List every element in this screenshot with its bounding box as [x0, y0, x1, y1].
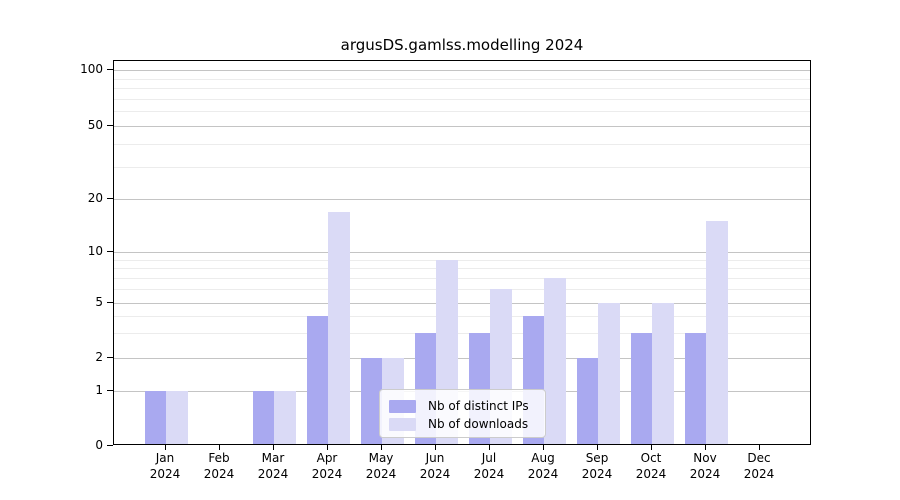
x-tick-label: Nov 2024 — [689, 451, 721, 481]
gridline-major — [114, 303, 810, 304]
y-tick-label: 0 — [95, 438, 103, 452]
legend: Nb of distinct IPs Nb of downloads — [379, 389, 546, 438]
bar-downloads-nov — [706, 221, 728, 444]
x-tick-label: Feb 2024 — [203, 451, 235, 481]
legend-label-distinct-ips: Nb of distinct IPs — [428, 399, 529, 413]
x-tick-label: Apr 2024 — [311, 451, 343, 481]
gridline-major — [114, 70, 810, 71]
gridline-minor — [114, 88, 810, 89]
x-tick-mark — [165, 445, 166, 450]
bar-distinct-ips-sep — [576, 357, 598, 444]
legend-row-downloads: Nb of downloads — [389, 415, 536, 433]
legend-swatch-distinct-ips-icon — [389, 399, 416, 413]
x-tick-mark — [327, 445, 328, 450]
x-tick-mark — [597, 445, 598, 450]
x-tick-label: Dec 2024 — [743, 451, 775, 481]
x-tick-mark — [651, 445, 652, 450]
plot-area: Nb of distinct IPs Nb of downloads — [113, 60, 811, 445]
y-tick-label: 10 — [87, 244, 103, 258]
bar-distinct-ips-mar — [252, 391, 274, 444]
bar-distinct-ips-oct — [630, 333, 652, 444]
x-tick-mark — [381, 445, 382, 450]
y-tick-mark — [107, 125, 113, 126]
bar-downloads-aug — [544, 278, 566, 444]
y-tick-mark — [107, 198, 113, 199]
bar-distinct-ips-jan — [144, 391, 166, 444]
y-tick-label: 5 — [95, 295, 103, 309]
gridline-major — [114, 358, 810, 359]
y-tick-mark — [107, 251, 113, 252]
gridline-minor — [114, 278, 810, 279]
y-tick-label: 100 — [80, 62, 103, 76]
gridline-minor — [114, 316, 810, 317]
gridline-major — [114, 199, 810, 200]
gridline-minor — [114, 260, 810, 261]
gridline-minor — [114, 167, 810, 168]
y-tick-mark — [107, 357, 113, 358]
gridline-minor — [114, 289, 810, 290]
gridline-minor — [114, 79, 810, 80]
x-tick-mark — [219, 445, 220, 450]
y-tick-label: 20 — [87, 191, 103, 205]
x-tick-label: Aug 2024 — [527, 451, 559, 481]
bar-distinct-ips-may — [360, 357, 382, 444]
bar-downloads-sep — [598, 302, 620, 444]
y-tick-label: 50 — [87, 118, 103, 132]
x-tick-label: Sep 2024 — [581, 451, 613, 481]
x-tick-mark — [705, 445, 706, 450]
x-tick-mark — [489, 445, 490, 450]
bar-downloads-mar — [274, 391, 296, 444]
bar-downloads-jan — [166, 391, 188, 444]
x-tick-label: May 2024 — [365, 451, 397, 481]
legend-row-distinct-ips: Nb of distinct IPs — [389, 397, 536, 415]
x-tick-mark — [273, 445, 274, 450]
x-tick-mark — [759, 445, 760, 450]
x-tick-mark — [543, 445, 544, 450]
gridline-minor — [114, 333, 810, 334]
bar-downloads-oct — [652, 302, 674, 444]
y-tick-label: 1 — [95, 383, 103, 397]
gridline-major — [114, 252, 810, 253]
x-tick-label: Mar 2024 — [257, 451, 289, 481]
chart-title: argusDS.gamlss.modelling 2024 — [340, 36, 584, 54]
y-tick-mark — [107, 445, 113, 446]
bar-distinct-ips-apr — [306, 316, 328, 444]
y-tick-mark — [107, 302, 113, 303]
gridline-minor — [114, 111, 810, 112]
legend-swatch-downloads-icon — [389, 417, 416, 431]
y-tick-label: 2 — [95, 350, 103, 364]
x-tick-label: Jan 2024 — [149, 451, 181, 481]
x-tick-label: Jul 2024 — [473, 451, 505, 481]
gridline-minor — [114, 144, 810, 145]
bar-downloads-apr — [328, 211, 350, 444]
gridline-major — [114, 126, 810, 127]
gridline-minor — [114, 99, 810, 100]
legend-label-downloads: Nb of downloads — [428, 417, 529, 431]
y-tick-mark — [107, 390, 113, 391]
x-tick-label: Oct 2024 — [635, 451, 667, 481]
gridline-minor — [114, 268, 810, 269]
x-tick-label: Jun 2024 — [419, 451, 451, 481]
bar-distinct-ips-nov — [684, 333, 706, 444]
y-tick-mark — [107, 69, 113, 70]
x-tick-mark — [435, 445, 436, 450]
